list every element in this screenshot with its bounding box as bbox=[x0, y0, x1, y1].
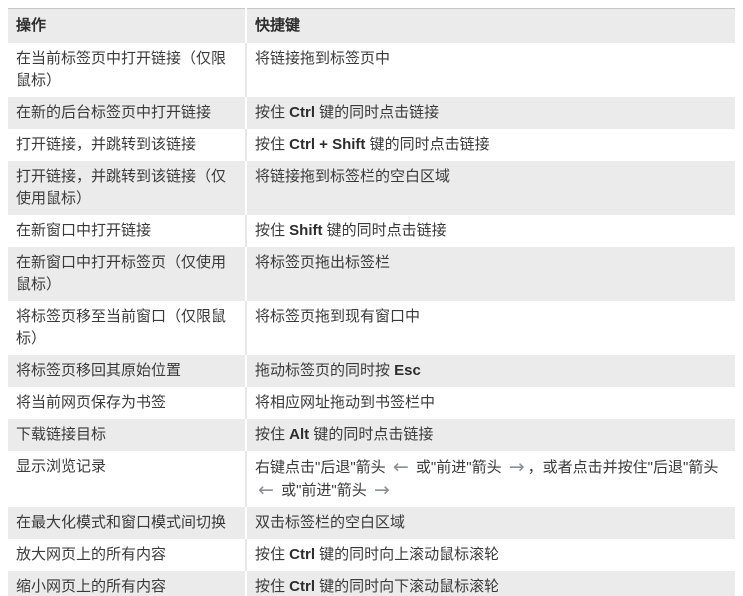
action-cell: 下载链接目标 bbox=[8, 419, 247, 451]
shortcut-cell: 右键点击"后退"箭头 ← 或"前进"箭头 → ，或者点击并按住"后退"箭头 ← 或… bbox=[255, 456, 719, 501]
key-name: Ctrl bbox=[289, 546, 316, 563]
shortcut-cell: 将链接拖到标签栏的空白区域 bbox=[255, 168, 451, 185]
key-name: Ctrl bbox=[289, 104, 316, 121]
table-row: 在新的后台标签页中打开链接 按住 Ctrl 键的同时点击链接 bbox=[8, 97, 735, 129]
shortcut-cell: 将相应网址拖动到书签栏中 bbox=[255, 394, 436, 411]
table-header: 操作 快捷键 bbox=[8, 8, 735, 43]
table-row: 显示浏览记录 右键点击"后退"箭头 ← 或"前进"箭头 → ，或者点击并按住"后退"… bbox=[8, 451, 735, 507]
key-name: Ctrl + Shift bbox=[289, 136, 366, 153]
action-cell: 打开链接，并跳转到该链接 bbox=[8, 129, 247, 161]
shortcut-cell: 按住 Ctrl + Shift 键的同时点击链接 bbox=[255, 136, 490, 153]
table-row: 缩小网页上的所有内容 按住 Ctrl 键的同时向下滚动鼠标滚轮 bbox=[8, 571, 735, 596]
table-row: 打开链接，并跳转到该链接（仅使用鼠标） 将链接拖到标签栏的空白区域 bbox=[8, 161, 735, 215]
action-cell: 缩小网页上的所有内容 bbox=[8, 571, 247, 596]
action-cell: 将标签页移至当前窗口（仅限鼠标） bbox=[8, 301, 247, 355]
table-body: 在当前标签页中打开链接（仅限鼠标） 将链接拖到标签页中 在新的后台标签页中打开链接按… bbox=[8, 43, 735, 596]
table-row: 在最大化模式和窗口模式间切换 双击标签栏的空白区域 bbox=[8, 507, 735, 539]
forward-arrow-icon: → bbox=[508, 456, 525, 478]
shortcut-column-header: 快捷键 bbox=[255, 17, 301, 34]
table-row: 将当前网页保存为书签 将相应网址拖动到书签栏中 bbox=[8, 387, 735, 419]
table-row: 在新窗口中打开标签页（仅使用鼠标） 将标签页拖出标签栏 bbox=[8, 247, 735, 301]
action-cell: 在新窗口中打开链接 bbox=[8, 215, 247, 247]
back-arrow-icon: ← bbox=[258, 479, 274, 501]
table-row: 在当前标签页中打开链接（仅限鼠标） 将链接拖到标签页中 bbox=[8, 43, 735, 97]
action-cell: 在新窗口中打开标签页（仅使用鼠标） bbox=[8, 247, 247, 301]
shortcut-cell: 双击标签栏的空白区域 bbox=[255, 514, 406, 531]
shortcut-cell: 按住 Shift 键的同时点击链接 bbox=[255, 222, 447, 239]
shortcut-cell: 将标签页拖到现有窗口中 bbox=[255, 308, 421, 325]
key-name: Alt bbox=[289, 426, 310, 443]
key-name: Esc bbox=[394, 362, 421, 379]
shortcut-cell: 按住 Ctrl 键的同时向下滚动鼠标滚轮 bbox=[255, 578, 500, 595]
table-row: 将标签页移至当前窗口（仅限鼠标） 将标签页拖到现有窗口中 bbox=[8, 301, 735, 355]
shortcut-cell: 将链接拖到标签页中 bbox=[255, 50, 391, 67]
shortcut-cell: 按住 Ctrl 键的同时向上滚动鼠标滚轮 bbox=[255, 546, 500, 563]
key-name: Ctrl bbox=[289, 578, 316, 595]
forward-arrow-icon: → bbox=[373, 479, 390, 501]
shortcut-cell: 拖动标签页的同时按 Esc bbox=[255, 362, 421, 379]
table-row: 在新窗口中打开链接 按住 Shift 键的同时点击链接 bbox=[8, 215, 735, 247]
action-cell: 打开链接，并跳转到该链接（仅使用鼠标） bbox=[8, 161, 247, 215]
table-row: 下载链接目标 按住 Alt 键的同时点击链接 bbox=[8, 419, 735, 451]
shortcut-cell: 按住 Alt 键的同时点击链接 bbox=[255, 426, 434, 443]
action-cell: 将标签页移回其原始位置 bbox=[8, 355, 247, 387]
action-cell: 在新的后台标签页中打开链接 bbox=[8, 97, 247, 129]
table-row: 放大网页上的所有内容 按住 Ctrl 键的同时向上滚动鼠标滚轮 bbox=[8, 539, 735, 571]
table-row: 将标签页移回其原始位置 拖动标签页的同时按 Esc bbox=[8, 355, 735, 387]
action-cell: 在最大化模式和窗口模式间切换 bbox=[8, 507, 247, 539]
shortcut-cell: 按住 Ctrl 键的同时点击链接 bbox=[255, 104, 440, 121]
action-cell: 在当前标签页中打开链接（仅限鼠标） bbox=[8, 43, 247, 97]
shortcut-cell: 将标签页拖出标签栏 bbox=[255, 254, 391, 271]
header-row: 操作 快捷键 bbox=[8, 8, 735, 43]
table-row: 打开链接，并跳转到该链接 按住 Ctrl + Shift 键的同时点击链接 bbox=[8, 129, 735, 161]
action-cell: 显示浏览记录 bbox=[8, 451, 247, 507]
shortcuts-table: 操作 快捷键 在当前标签页中打开链接（仅限鼠标） 将链接拖到标签页中在新的后台标签… bbox=[8, 8, 735, 596]
action-cell: 将当前网页保存为书签 bbox=[8, 387, 247, 419]
action-column-header: 操作 bbox=[8, 8, 247, 43]
key-name: Shift bbox=[289, 222, 323, 239]
action-cell: 放大网页上的所有内容 bbox=[8, 539, 247, 571]
back-arrow-icon: ← bbox=[392, 456, 409, 478]
